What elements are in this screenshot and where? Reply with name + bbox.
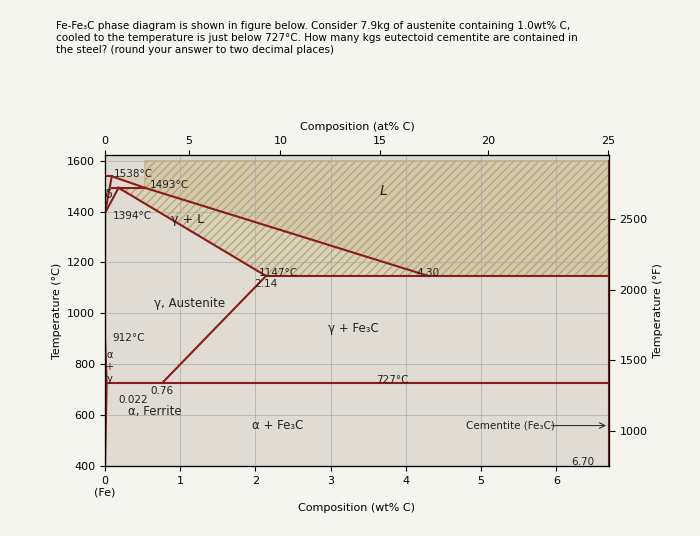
Polygon shape bbox=[145, 161, 609, 276]
Text: γ, Austenite: γ, Austenite bbox=[154, 297, 225, 310]
Text: 1147°C: 1147°C bbox=[259, 269, 298, 278]
X-axis label: Composition (at% C): Composition (at% C) bbox=[300, 122, 414, 132]
Text: γ + Fe₃C: γ + Fe₃C bbox=[328, 322, 379, 335]
Text: 912°C: 912°C bbox=[113, 333, 145, 344]
Text: δ: δ bbox=[104, 188, 112, 200]
Y-axis label: Temperature (°F): Temperature (°F) bbox=[653, 263, 663, 359]
Text: α, Ferrite: α, Ferrite bbox=[127, 405, 181, 418]
Text: L: L bbox=[379, 184, 387, 198]
Text: Fe-Fe₃C phase diagram is shown in figure below. Consider 7.9kg of austenite cont: Fe-Fe₃C phase diagram is shown in figure… bbox=[56, 21, 578, 55]
Polygon shape bbox=[105, 161, 609, 466]
X-axis label: Composition (wt% C): Composition (wt% C) bbox=[298, 503, 416, 513]
Text: α
+
γ: α + γ bbox=[106, 351, 113, 384]
Text: 4.30: 4.30 bbox=[417, 269, 440, 278]
Polygon shape bbox=[118, 188, 428, 276]
Text: 2.14: 2.14 bbox=[254, 279, 278, 289]
Text: 0.022: 0.022 bbox=[118, 395, 148, 405]
Text: 1394°C: 1394°C bbox=[113, 211, 152, 221]
Text: 0.76: 0.76 bbox=[150, 386, 174, 396]
Text: 1493°C: 1493°C bbox=[150, 180, 189, 190]
Y-axis label: Temperature (°C): Temperature (°C) bbox=[52, 263, 62, 359]
Text: 1538°C: 1538°C bbox=[114, 169, 153, 179]
Polygon shape bbox=[112, 176, 145, 188]
Text: γ + L: γ + L bbox=[172, 213, 204, 226]
Text: 6.70: 6.70 bbox=[571, 458, 594, 467]
Text: α + Fe₃C: α + Fe₃C bbox=[252, 419, 304, 432]
Text: Cementite (Fe₃C): Cementite (Fe₃C) bbox=[466, 421, 555, 430]
Text: 727°C: 727°C bbox=[376, 375, 408, 385]
